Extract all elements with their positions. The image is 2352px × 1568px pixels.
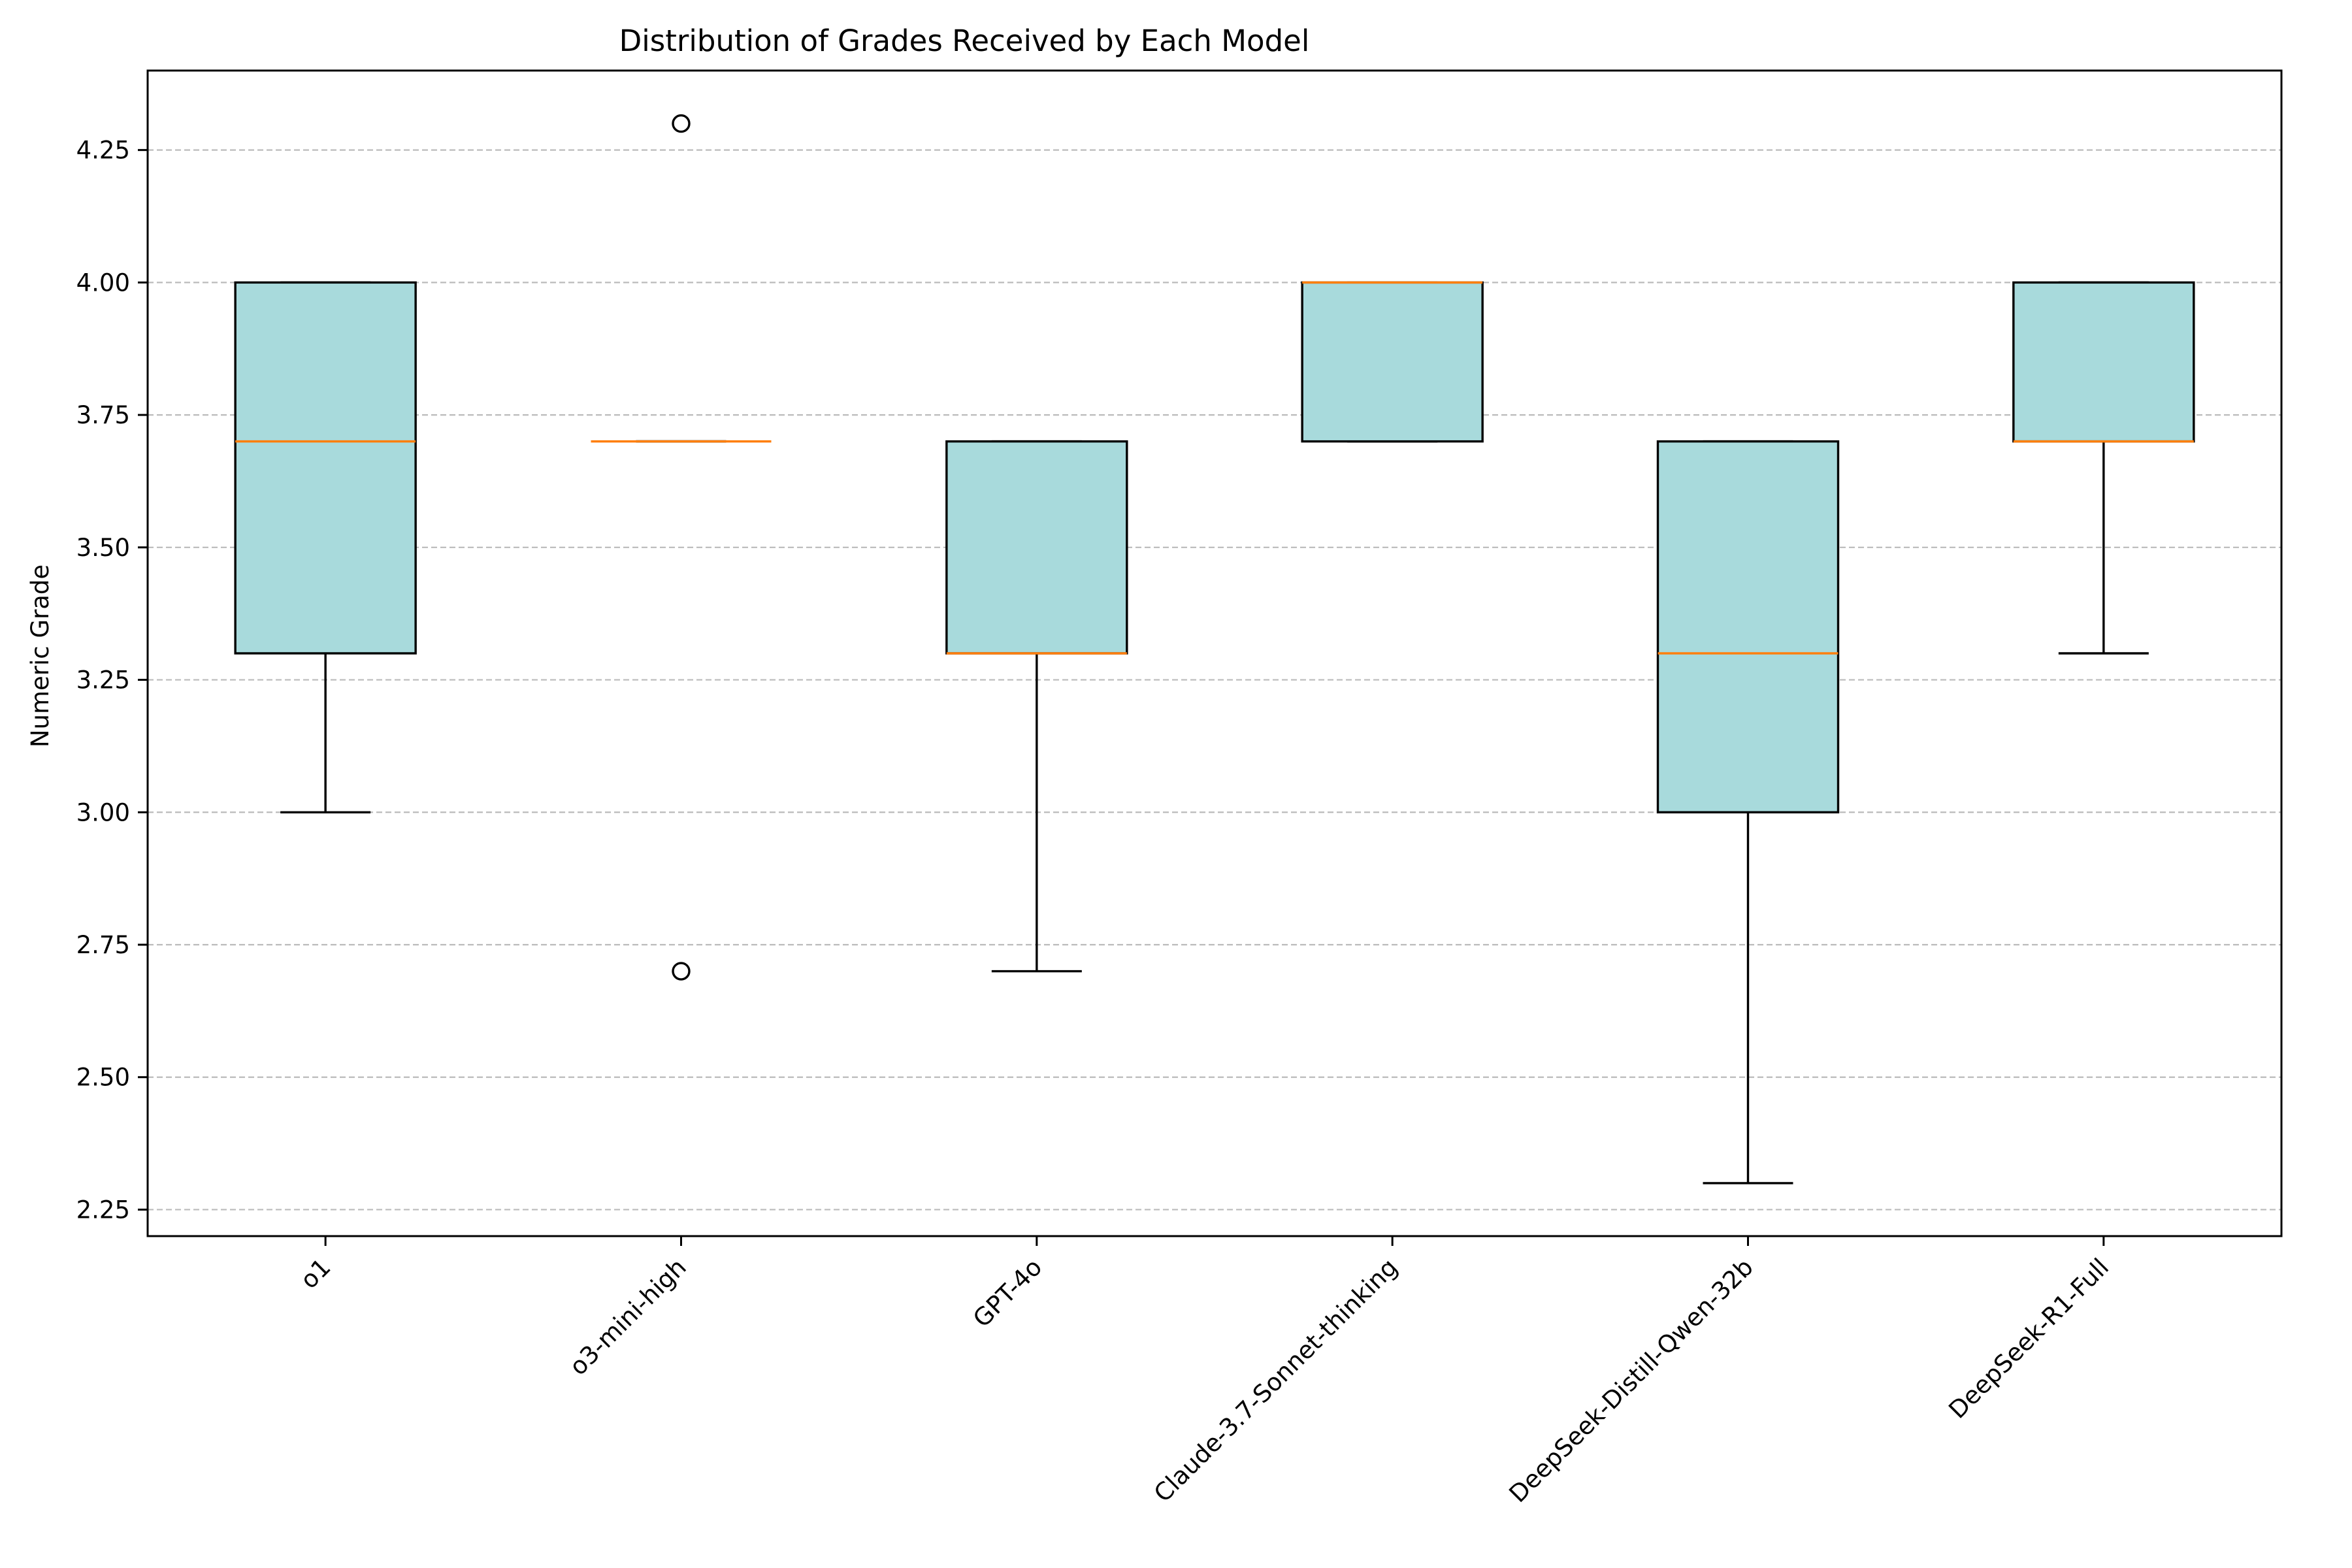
plot-frame xyxy=(146,69,2283,1237)
y-tick-label: 2.25 xyxy=(76,1196,130,1224)
box-group-deepseek-distill-qwen-32b xyxy=(1656,440,1840,1184)
y-tick-label: 4.00 xyxy=(76,269,130,297)
outlier-point xyxy=(672,114,691,133)
box xyxy=(945,440,1128,655)
box xyxy=(234,281,417,655)
box xyxy=(1656,440,1840,813)
box-group-o1 xyxy=(234,281,417,813)
outlier-point xyxy=(672,962,691,981)
y-tick-label: 2.50 xyxy=(76,1064,130,1092)
y-tick-label: 3.75 xyxy=(76,401,130,429)
y-tick-label: 3.50 xyxy=(76,534,130,562)
y-tick-label: 2.75 xyxy=(76,931,130,959)
chart-title: Distribution of Grades Received by Each … xyxy=(619,24,1310,58)
box-group-o3-mini-high xyxy=(591,114,772,981)
box-group-claude-3-7-sonnet-thinking xyxy=(1301,281,1484,443)
box-plot-series xyxy=(234,114,2195,1184)
gridlines xyxy=(148,149,2281,1211)
box-group-gpt-4o xyxy=(945,440,1128,973)
box-group-deepseek-r1-full xyxy=(2012,281,2195,655)
box xyxy=(2012,281,2195,443)
box xyxy=(1301,281,1484,443)
y-tick-label: 3.00 xyxy=(76,798,130,826)
y-axis-label: Numeric Grade xyxy=(26,564,54,747)
y-tick-label: 4.25 xyxy=(76,137,130,165)
y-tick-label: 3.25 xyxy=(76,666,130,694)
